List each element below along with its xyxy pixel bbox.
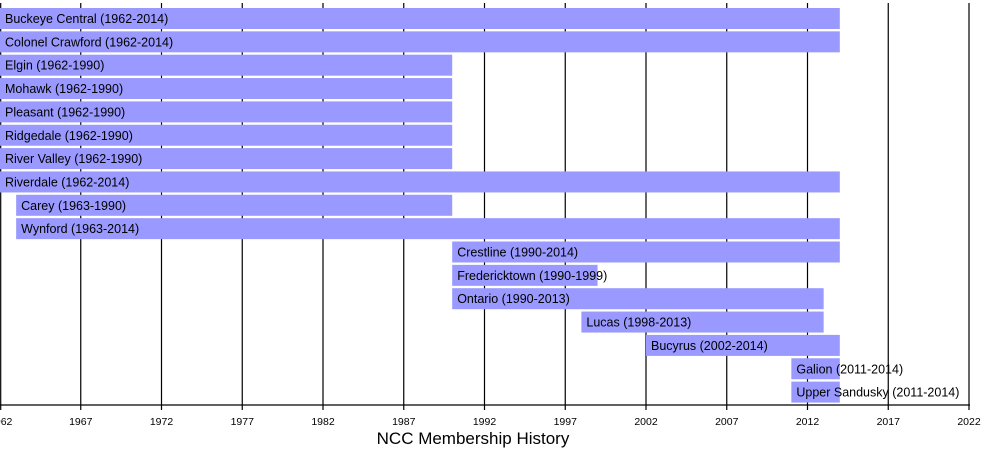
bar-10 <box>452 241 840 263</box>
x-tick-label: 2022 <box>957 416 981 428</box>
bar-6 <box>0 148 453 170</box>
bars: Buckeye Central (1962-2014) Colonel Crawf… <box>0 8 959 403</box>
chart-title: NCC Membership History <box>377 429 570 448</box>
x-tick-label: 1972 <box>150 416 174 428</box>
bar-2 <box>0 54 453 76</box>
bar-7 <box>0 171 840 193</box>
bar-label: Elgin (1962-1990) <box>5 59 104 73</box>
bar-5 <box>0 124 453 146</box>
bar-label: Lucas (1998-2013) <box>586 316 691 330</box>
bar-3 <box>0 78 453 100</box>
x-tick-label: 1992 <box>473 416 497 428</box>
bar-label: Colonel Crawford (1962-2014) <box>5 35 173 49</box>
bar-15 <box>791 358 840 380</box>
bar-label: Ridgedale (1962-1990) <box>5 129 133 143</box>
x-tick-label: 1967 <box>69 416 93 428</box>
bar-label: Fredericktown (1990-1999) <box>457 269 607 283</box>
bar-1 <box>0 31 840 53</box>
bar-12 <box>452 288 824 310</box>
x-tick-label: 1997 <box>554 416 578 428</box>
x-tick-label: 1962 <box>0 416 13 428</box>
bar-4 <box>0 101 453 123</box>
x-tick-label: 2007 <box>715 416 739 428</box>
bar-16 <box>791 381 840 403</box>
x-tick-label: 1977 <box>231 416 255 428</box>
bar-label: Carey (1963-1990) <box>21 199 126 213</box>
bar-14 <box>646 334 840 356</box>
bar-11 <box>452 264 598 286</box>
bar-label: Mohawk (1962-1990) <box>5 82 123 96</box>
bar-label: Ontario (1990-2013) <box>457 292 570 306</box>
bar-label: Crestline (1990-2014) <box>457 246 578 260</box>
x-axis-ticks: 1962 1967 1972 1977 1982 1987 1992 1997 2002 2007… <box>0 416 981 428</box>
bar-label: Riverdale (1962-2014) <box>5 175 129 189</box>
bar-label: Bucyrus (2002-2014) <box>651 339 768 353</box>
x-tick-label: 2012 <box>796 416 820 428</box>
bar-13 <box>581 311 824 333</box>
bar-8 <box>16 194 453 216</box>
bar-label: Upper Sandusky (2011-2014) <box>796 386 959 400</box>
bar-label: Buckeye Central (1962-2014) <box>5 12 168 26</box>
bar-9 <box>16 218 840 240</box>
x-tick-label: 1982 <box>311 416 335 428</box>
bar-label: Wynford (1963-2014) <box>21 222 139 236</box>
x-tick-label: 2017 <box>877 416 901 428</box>
bar-0 <box>0 8 840 29</box>
x-tick-label: 2002 <box>634 416 658 428</box>
bar-label: Pleasant (1962-1990) <box>5 105 125 119</box>
bar-label: Galion (2011-2014) <box>796 362 903 376</box>
x-tick-label: 1987 <box>392 416 416 428</box>
bar-label: River Valley (1962-1990) <box>5 152 142 166</box>
